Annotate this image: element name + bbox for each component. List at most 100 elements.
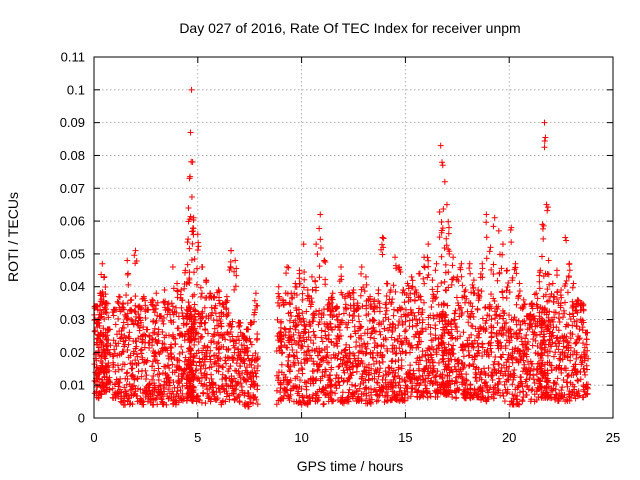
data-point bbox=[281, 325, 288, 332]
data-point bbox=[328, 384, 335, 391]
data-point bbox=[401, 328, 408, 335]
data-point bbox=[169, 388, 176, 395]
data-point bbox=[499, 241, 506, 248]
data-point bbox=[199, 308, 206, 315]
data-point bbox=[402, 327, 409, 334]
data-point bbox=[153, 290, 160, 297]
data-point bbox=[181, 395, 188, 402]
data-point bbox=[237, 380, 244, 387]
data-point bbox=[98, 378, 105, 385]
data-point bbox=[298, 365, 305, 372]
data-point bbox=[443, 201, 450, 208]
data-point bbox=[479, 340, 486, 347]
data-point bbox=[336, 382, 343, 389]
data-point bbox=[582, 371, 589, 378]
data-point bbox=[338, 264, 345, 271]
data-point bbox=[286, 317, 293, 324]
data-point bbox=[379, 234, 386, 241]
data-point bbox=[501, 398, 508, 405]
data-point bbox=[295, 341, 302, 348]
data-point bbox=[463, 371, 470, 378]
data-point bbox=[130, 321, 137, 328]
data-point bbox=[488, 330, 495, 337]
data-point bbox=[278, 350, 285, 357]
data-point bbox=[299, 296, 306, 303]
x-tick-label: 0 bbox=[90, 430, 97, 445]
data-point bbox=[234, 394, 241, 401]
data-point bbox=[358, 270, 365, 277]
data-point bbox=[127, 297, 134, 304]
data-point bbox=[179, 297, 186, 304]
data-point bbox=[291, 290, 298, 297]
data-point bbox=[280, 377, 287, 384]
data-point bbox=[201, 342, 208, 349]
data-point bbox=[166, 379, 173, 386]
data-point bbox=[319, 338, 326, 345]
data-point bbox=[241, 360, 248, 367]
data-point bbox=[424, 254, 431, 261]
data-point bbox=[173, 367, 180, 374]
data-point bbox=[439, 162, 446, 169]
data-point bbox=[115, 393, 122, 400]
data-point bbox=[115, 293, 122, 300]
data-point bbox=[303, 379, 310, 386]
y-tick-label: 0.1 bbox=[67, 82, 85, 97]
data-point bbox=[154, 371, 161, 378]
data-point bbox=[499, 294, 506, 301]
y-tick-label: 0.01 bbox=[60, 378, 85, 393]
data-point bbox=[379, 251, 386, 258]
data-point bbox=[110, 359, 117, 366]
data-point bbox=[244, 344, 251, 351]
data-point bbox=[155, 365, 162, 372]
data-point bbox=[233, 272, 240, 279]
data-point bbox=[146, 344, 153, 351]
data-point bbox=[123, 370, 130, 377]
data-point bbox=[206, 353, 213, 360]
data-point bbox=[119, 324, 126, 331]
data-point bbox=[139, 367, 146, 374]
data-point bbox=[192, 307, 199, 314]
data-point bbox=[103, 363, 110, 370]
data-point bbox=[172, 341, 179, 348]
data-point bbox=[246, 362, 253, 369]
data-point bbox=[150, 372, 157, 379]
y-tick-label: 0 bbox=[78, 411, 85, 426]
data-point bbox=[358, 264, 365, 271]
data-point bbox=[277, 379, 284, 386]
data-point bbox=[254, 401, 261, 408]
data-point bbox=[342, 304, 349, 311]
data-point bbox=[327, 320, 334, 327]
data-point bbox=[95, 392, 102, 399]
data-point bbox=[330, 397, 337, 404]
data-point bbox=[201, 351, 208, 358]
data-point bbox=[459, 282, 466, 289]
data-point bbox=[299, 290, 306, 297]
data-point bbox=[128, 365, 135, 372]
data-point bbox=[435, 359, 442, 366]
data-point bbox=[227, 382, 234, 389]
data-point bbox=[229, 354, 236, 361]
data-point bbox=[104, 300, 111, 307]
data-point bbox=[522, 335, 529, 342]
data-point bbox=[562, 299, 569, 306]
data-point bbox=[211, 294, 218, 301]
data-point bbox=[95, 347, 102, 354]
data-point bbox=[322, 366, 329, 373]
data-point bbox=[285, 357, 292, 364]
data-point bbox=[215, 385, 222, 392]
y-tick-label: 0.11 bbox=[61, 50, 85, 65]
data-point bbox=[322, 258, 329, 265]
data-point bbox=[451, 310, 458, 317]
data-point bbox=[151, 329, 158, 336]
data-point bbox=[428, 303, 435, 310]
data-point bbox=[132, 293, 139, 300]
data-point bbox=[296, 316, 303, 323]
data-point bbox=[186, 276, 193, 283]
data-point bbox=[245, 390, 252, 397]
data-point bbox=[114, 362, 121, 369]
data-point bbox=[239, 332, 246, 339]
data-point bbox=[198, 333, 205, 340]
data-point bbox=[490, 361, 497, 368]
data-point bbox=[124, 257, 131, 264]
data-point bbox=[112, 394, 119, 401]
